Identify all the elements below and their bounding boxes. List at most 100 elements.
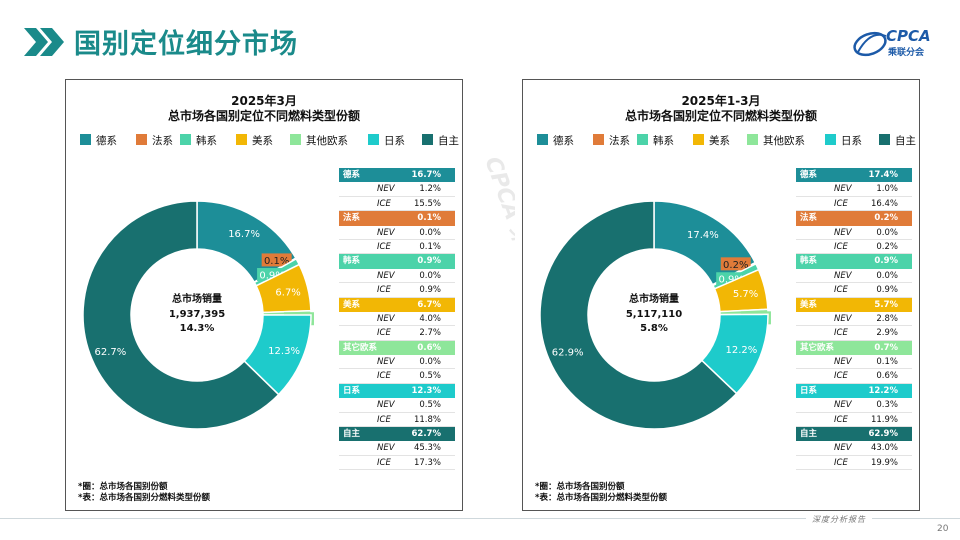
table-category: 韩系 [343, 256, 361, 267]
table-row: NEV 1.2% [339, 182, 455, 197]
table-value: 15.5% [413, 198, 441, 209]
table-row: NEV 0.0% [796, 269, 912, 284]
data-label: 12.2% [726, 345, 758, 356]
table-total: 0.1% [417, 213, 441, 224]
panel-title-line2: 总市场各国别定位不同燃料类型份额 [167, 109, 360, 123]
center-growth: 5.8% [640, 323, 668, 334]
table-row-header: 法系 0.2% [796, 211, 912, 226]
table-total: 12.3% [411, 385, 442, 396]
table-fuel-type: ICE [834, 371, 848, 382]
table-total: 0.6% [417, 342, 441, 353]
table-row: NEV 1.0% [796, 182, 912, 197]
data-label: 17.4% [687, 230, 719, 241]
table-row: NEV 2.8% [796, 312, 912, 327]
table-fuel-type: NEV [834, 357, 852, 368]
chevron-arrows-icon [24, 28, 64, 56]
legend-swatch [290, 134, 301, 145]
legend-label: 韩系 [196, 135, 217, 147]
table-value: 4.0% [419, 313, 441, 324]
table-value: 1.0% [876, 184, 898, 195]
legend-label: 其他欧系 [763, 135, 805, 147]
data-label-background [720, 257, 751, 271]
table-row-header: 美系 5.7% [796, 297, 912, 312]
table-fuel-type: ICE [377, 328, 391, 339]
table-row: ICE 2.9% [796, 326, 912, 341]
legend-item: 法系 [593, 134, 630, 148]
table-fuel-type: NEV [377, 184, 395, 195]
table-total: 12.2% [868, 385, 899, 396]
legend-label: 其他欧系 [306, 135, 348, 147]
table-value: 0.0% [876, 227, 898, 238]
chart-notes: *圈：总市场各国别份额 *表：总市场各国别分燃料类型份额 [78, 482, 210, 504]
table-value: 0.3% [876, 400, 898, 411]
table-category: 美系 [343, 299, 361, 310]
data-label: 0.1% [264, 256, 289, 267]
legend-swatch [879, 134, 890, 145]
table-row-header: 法系 0.1% [339, 211, 455, 226]
legend-item: 美系 [693, 134, 730, 148]
legend-swatch [136, 134, 147, 145]
note-circle: *圈：总市场各国别份额 [535, 482, 625, 492]
table-row: ICE 0.9% [339, 283, 455, 298]
table-fuel-type: ICE [377, 198, 391, 209]
legend-swatch [368, 134, 379, 145]
legend-label: 美系 [709, 135, 730, 147]
legend-item: 韩系 [637, 134, 674, 148]
chart-notes: *圈：总市场各国别份额 *表：总市场各国别分燃料类型份额 [535, 482, 667, 504]
table-row: NEV 0.5% [339, 398, 455, 413]
table-fuel-type: ICE [834, 241, 848, 252]
table-fuel-type: NEV [834, 184, 852, 195]
legend-label: 自主 [895, 135, 916, 147]
table-row: ICE 17.3% [339, 456, 455, 471]
data-label: 12.3% [268, 346, 300, 357]
donut-slice [539, 200, 738, 430]
table-category: 日系 [343, 385, 361, 396]
table-row-header: 其它欧系 0.6% [339, 340, 455, 356]
table-fuel-type: ICE [377, 414, 391, 425]
table-category: 韩系 [800, 256, 818, 267]
table-row-header: 韩系 0.9% [796, 254, 912, 269]
table-value: 11.8% [413, 414, 441, 425]
watermark-text: CPCA 乘联分会 [479, 154, 515, 280]
table-total: 62.7% [411, 429, 442, 440]
table-value: 2.9% [876, 328, 898, 339]
table-value: 17.3% [413, 457, 441, 468]
table-fuel-type: ICE [377, 241, 391, 252]
table-value: 0.9% [419, 285, 441, 296]
table-row: NEV 0.0% [339, 226, 455, 240]
legend-swatch [825, 134, 836, 145]
center-label: 总市场销量 [629, 292, 679, 305]
table-row: NEV 0.0% [339, 269, 455, 284]
table-row-header: 自主 62.7% [339, 427, 455, 442]
table-value: 0.0% [876, 270, 898, 281]
table-fuel-type: NEV [834, 313, 852, 324]
cpca-logo-icon [853, 31, 887, 57]
table-value: 16.4% [870, 198, 898, 209]
table-row: NEV 0.1% [796, 355, 912, 370]
chart-panel-q1: 2025年1-3月 总市场各国别定位不同燃料类型份额 德系 法系 韩系 美系 其他欧系日… [522, 79, 920, 511]
table-total: 16.7% [411, 170, 442, 180]
table-category: 其它欧系 [343, 342, 378, 353]
table-row: ICE 19.9% [796, 456, 912, 471]
table-category: 法系 [800, 213, 818, 224]
fuel-share-table: 德系 16.7% NEV 1.2% ICE 15.5% 法系 0.1% NEV 0.0% ICE 0.… [339, 168, 455, 471]
data-label: 62.9% [552, 348, 584, 359]
legend-swatch [537, 134, 548, 145]
legend-item: 日系 [368, 134, 405, 148]
table-value: 0.0% [419, 357, 441, 368]
legend-swatch [747, 134, 758, 145]
legend-label: 美系 [252, 135, 273, 147]
center-volume: 5,117,110 [626, 309, 682, 320]
legend-item: 法系 [136, 134, 173, 148]
table-category: 美系 [800, 299, 818, 310]
table-value: 43.0% [870, 443, 898, 454]
data-label: 5.7% [733, 289, 758, 300]
note-circle: *圈：总市场各国别份额 [78, 482, 168, 492]
donut-slice [82, 200, 280, 430]
table-total: 6.7% [417, 299, 441, 310]
legend-item: 美系 [236, 134, 273, 148]
legend-label: 法系 [609, 135, 630, 147]
table-row-header: 日系 12.3% [339, 383, 455, 399]
table-category: 自主 [343, 429, 361, 440]
panel-title-line2: 总市场各国别定位不同燃料类型份额 [624, 109, 817, 123]
